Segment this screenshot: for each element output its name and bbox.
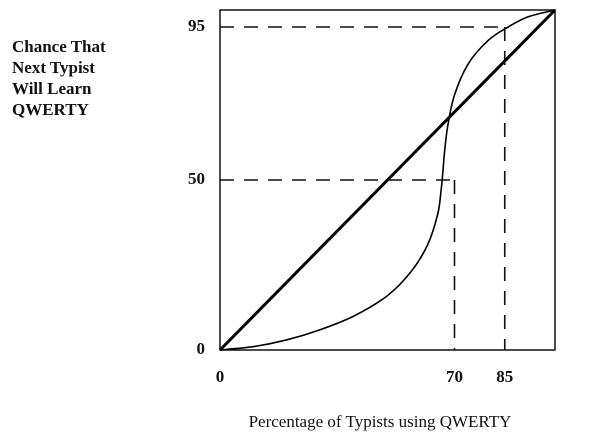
x-tick-label: 70 [446, 367, 463, 386]
data-line [218, 8, 557, 352]
y-tick-label: 0 [197, 339, 206, 358]
y-axis-title: QWERTY [12, 100, 89, 119]
data-line [219, 9, 556, 351]
x-axis-title: Percentage of Typists using QWERTY [249, 412, 512, 431]
y-axis-title: Next Typist [12, 58, 95, 77]
x-tick-label: 0 [216, 367, 225, 386]
y-axis-title: Chance That [12, 37, 106, 56]
y-tick-label: 95 [188, 16, 205, 35]
y-tick-label: 50 [188, 169, 205, 188]
y-axis-title: Will Learn [12, 79, 92, 98]
x-tick-label: 85 [496, 367, 513, 386]
